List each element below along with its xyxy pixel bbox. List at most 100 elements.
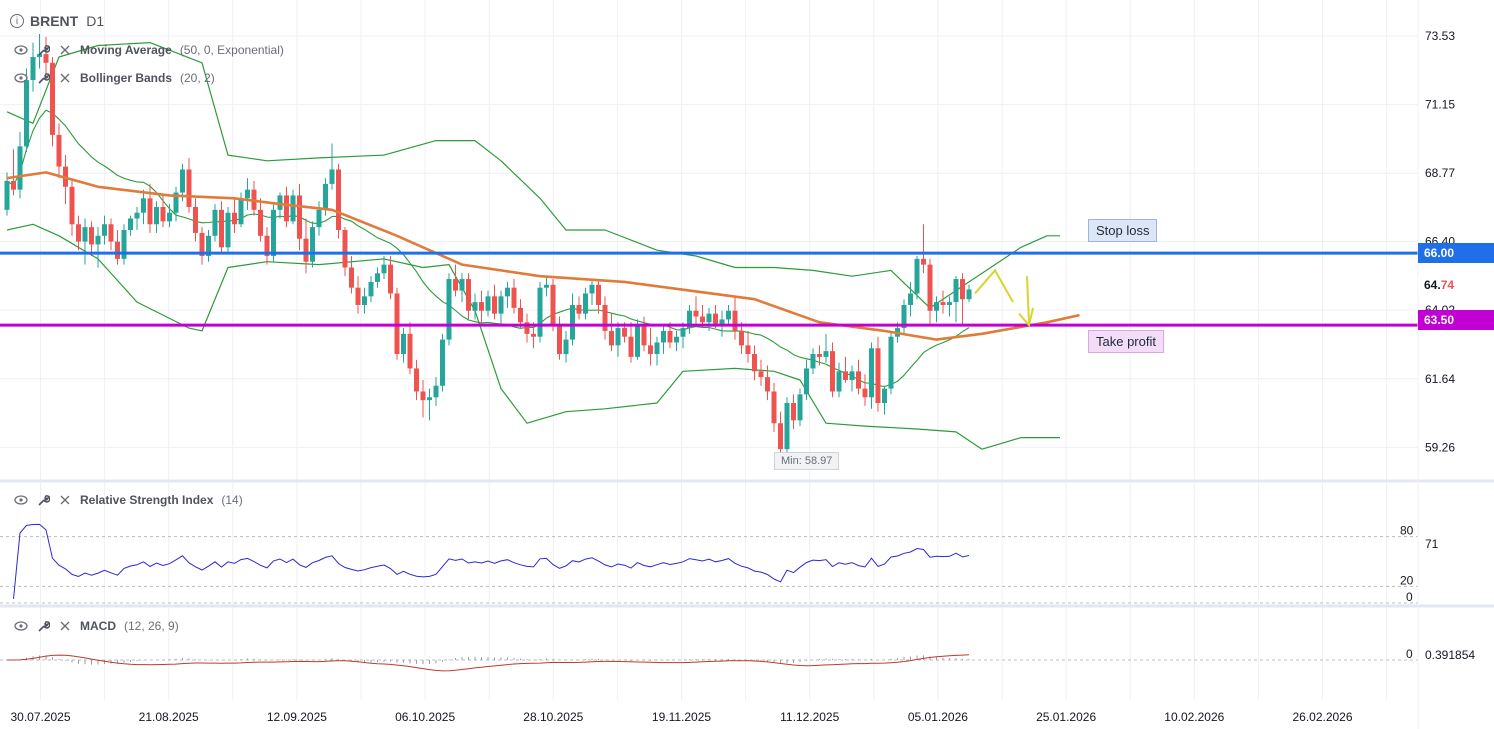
price-tick-label: 73.53	[1425, 29, 1455, 43]
candle-bearish	[693, 310, 699, 317]
candle-bullish	[173, 192, 179, 213]
candle-bullish	[401, 333, 406, 355]
wrench-icon[interactable]	[32, 616, 54, 636]
candle-bearish	[752, 354, 757, 372]
candle-bullish	[323, 183, 328, 210]
indicator-name: Relative Strength Index	[80, 493, 214, 507]
candle-bearish	[531, 333, 536, 337]
candle-bullish	[82, 227, 88, 242]
candle-bullish	[719, 319, 725, 326]
candle-bearish	[609, 330, 614, 346]
candle-bullish	[869, 348, 874, 398]
candle-bullish	[485, 296, 491, 311]
candle-bearish	[115, 241, 120, 259]
close-icon[interactable]	[54, 616, 76, 636]
candle-bearish	[355, 287, 361, 305]
projection-arrow-head	[1018, 307, 1034, 328]
indicator-name: Moving Average	[80, 43, 172, 57]
date-tick-label: 10.02.2026	[1164, 710, 1224, 724]
candle-bullish	[277, 195, 283, 210]
candle-bearish	[628, 336, 634, 357]
close-icon[interactable]	[54, 68, 76, 88]
candle-bullish	[212, 209, 218, 236]
candle-bullish	[966, 289, 972, 300]
candle-bullish	[362, 296, 367, 305]
indicator-params: (50, 0, Exponential)	[179, 43, 284, 57]
candle-bearish	[199, 232, 205, 256]
candle-bearish	[843, 371, 848, 380]
candle-bullish	[4, 181, 10, 210]
candle-bearish	[303, 238, 309, 262]
wrench-icon[interactable]	[32, 68, 54, 88]
candle-bearish	[765, 377, 770, 392]
candle-bullish	[498, 296, 504, 314]
date-tick-label: 26.02.2026	[1292, 710, 1352, 724]
candle-bullish	[128, 218, 133, 231]
close-icon[interactable]	[54, 40, 76, 60]
candle-bullish	[810, 354, 816, 369]
candle-bullish	[901, 304, 907, 329]
symbol-label: BRENT	[30, 13, 79, 29]
candle-bullish	[427, 397, 432, 401]
candle-bearish	[778, 423, 783, 450]
eye-icon[interactable]	[10, 68, 32, 88]
candle-bearish	[76, 224, 81, 242]
info-circle-icon[interactable]: i	[10, 14, 24, 28]
candle-bearish	[830, 351, 835, 392]
candle-bullish	[154, 206, 159, 225]
candle-bullish	[888, 336, 894, 389]
candle-bearish	[43, 54, 49, 63]
candle-bearish	[407, 333, 413, 369]
candle-bullish	[225, 212, 231, 248]
take-profit-note[interactable]: Take profit	[1088, 330, 1164, 353]
candle-bearish	[258, 209, 263, 236]
eye-icon[interactable]	[10, 616, 32, 636]
candle-bullish	[316, 209, 322, 228]
candle-bullish	[505, 287, 510, 297]
candle-bullish	[238, 198, 244, 225]
candle-bearish	[927, 264, 933, 311]
candle-bearish	[479, 302, 484, 311]
candle-bearish	[771, 391, 777, 424]
candle-bullish	[24, 80, 29, 147]
stop-loss-note[interactable]: Stop loss	[1088, 219, 1158, 242]
candle-bullish	[934, 302, 939, 311]
macd-signal-line	[7, 654, 970, 672]
candle-bearish	[284, 195, 289, 222]
candle-bearish	[297, 195, 302, 239]
candle-bearish	[524, 322, 530, 334]
candle-bullish	[908, 293, 913, 305]
candle-bearish	[264, 235, 270, 256]
candle-bullish	[440, 339, 445, 386]
close-icon[interactable]	[54, 490, 76, 510]
candle-bullish	[726, 310, 731, 320]
candle-bearish	[186, 169, 192, 207]
candle-bullish	[836, 371, 842, 392]
wrench-icon[interactable]	[32, 40, 54, 60]
candle-bullish	[271, 209, 276, 256]
candle-bearish	[700, 316, 705, 323]
price-tick-label: 68.77	[1425, 166, 1455, 180]
candle-bullish	[381, 264, 387, 274]
candle-bullish	[804, 368, 809, 395]
candle-bearish	[11, 181, 16, 190]
eye-icon[interactable]	[10, 490, 32, 510]
wrench-icon[interactable]	[32, 490, 54, 510]
candle-bearish	[160, 206, 166, 222]
indicator-params: (14)	[221, 493, 243, 507]
candle-bullish	[245, 189, 250, 199]
eye-icon[interactable]	[10, 40, 32, 60]
projection-arrow-shaft	[1026, 276, 1030, 323]
candle-bullish	[17, 146, 23, 190]
candle-bearish	[349, 267, 354, 288]
candle-bullish	[167, 212, 172, 222]
indicator-name: Bollinger Bands	[80, 71, 173, 85]
candle-bearish	[667, 330, 673, 343]
price-tick-label: 71.15	[1425, 98, 1455, 112]
candle-bullish	[849, 371, 855, 380]
candle-bearish	[414, 368, 419, 392]
candle-bullish	[329, 169, 335, 184]
candle-bearish	[648, 345, 653, 355]
date-tick-label: 25.01.2026	[1036, 710, 1096, 724]
